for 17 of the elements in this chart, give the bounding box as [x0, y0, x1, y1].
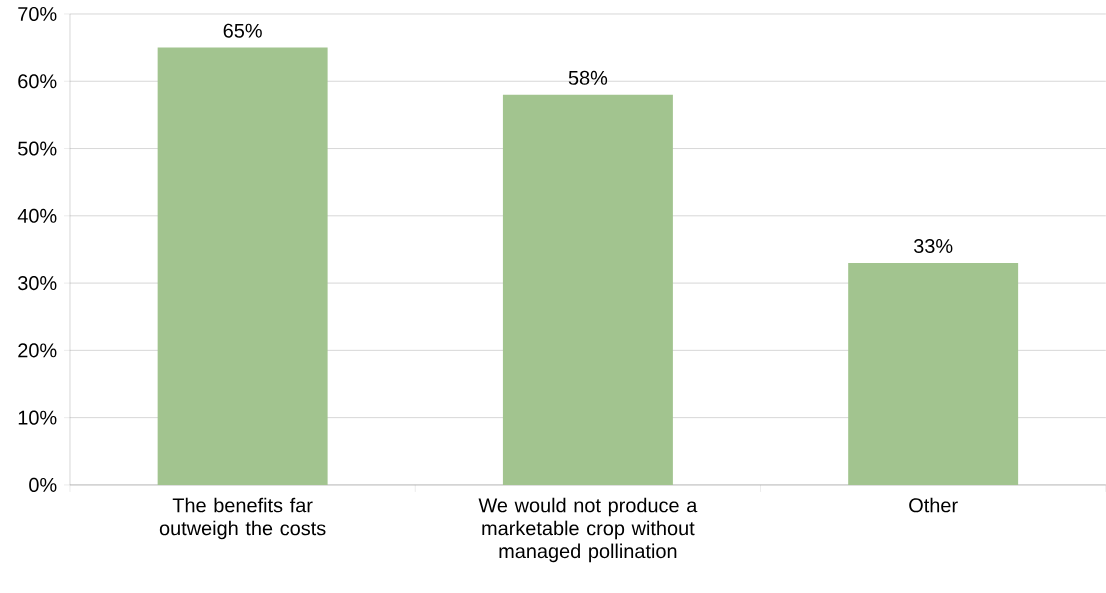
data-label: 33%: [914, 239, 953, 254]
x-tick-label: Other: [909, 497, 958, 513]
y-tick-label: 70%: [18, 6, 57, 22]
y-tick-label: 40%: [17, 208, 57, 223]
data-label: 58%: [568, 70, 608, 85]
bar: [848, 262, 1019, 485]
data-label: 65%: [223, 23, 262, 38]
y-tick-label: 60%: [18, 74, 57, 89]
bar: [157, 47, 328, 485]
y-tick-label: 20%: [18, 343, 57, 358]
x-tick-label: The benefits far outweigh the costs: [159, 497, 326, 540]
y-tick-label: 0%: [29, 477, 57, 492]
bar: [502, 94, 673, 485]
x-tick-label: We would not produce a marketable crop without managed pollination: [478, 497, 698, 563]
y-tick-label: 50%: [18, 141, 57, 156]
y-tick-label: 10%: [18, 410, 57, 425]
y-tick-label: 30%: [18, 276, 57, 291]
